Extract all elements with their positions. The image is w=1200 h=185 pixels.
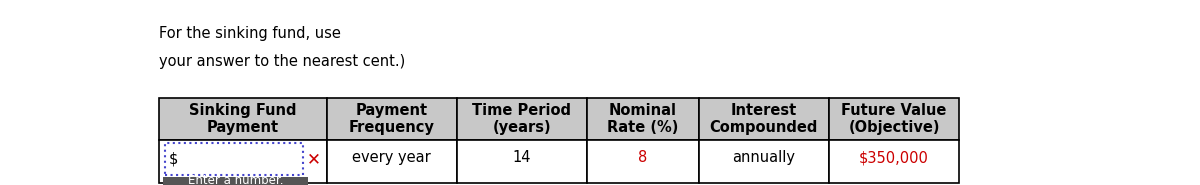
Bar <box>457 140 587 183</box>
Text: Enter a number.: Enter a number. <box>188 174 283 185</box>
Bar <box>326 140 457 183</box>
Text: Future Value
(Objective): Future Value (Objective) <box>841 103 947 135</box>
Text: your answer to the nearest cent.): your answer to the nearest cent.) <box>160 53 406 68</box>
Bar <box>587 98 698 140</box>
Bar <box>698 140 829 183</box>
Bar <box>164 143 304 175</box>
Text: every year: every year <box>353 150 431 165</box>
Text: Nominal
Rate (%): Nominal Rate (%) <box>607 103 678 135</box>
Text: 14: 14 <box>512 150 532 165</box>
Bar <box>698 98 829 140</box>
Text: Interest
Compounded: Interest Compounded <box>709 103 818 135</box>
Bar <box>829 140 959 183</box>
Text: $: $ <box>168 152 178 167</box>
Text: For the sinking fund, use: For the sinking fund, use <box>160 26 346 41</box>
Text: $350,000: $350,000 <box>859 150 929 165</box>
Bar <box>587 140 698 183</box>
Bar <box>160 98 326 140</box>
Bar <box>163 177 308 185</box>
Bar <box>829 98 959 140</box>
Text: annually: annually <box>732 150 796 165</box>
Bar <box>326 98 457 140</box>
Text: Sinking Fund
Payment: Sinking Fund Payment <box>190 103 296 135</box>
Text: 8: 8 <box>638 150 648 165</box>
Bar <box>160 140 326 183</box>
Text: ✕: ✕ <box>307 150 322 168</box>
Text: Payment
Frequency: Payment Frequency <box>349 103 434 135</box>
Text: Time Period
(years): Time Period (years) <box>473 103 571 135</box>
Bar <box>457 98 587 140</box>
